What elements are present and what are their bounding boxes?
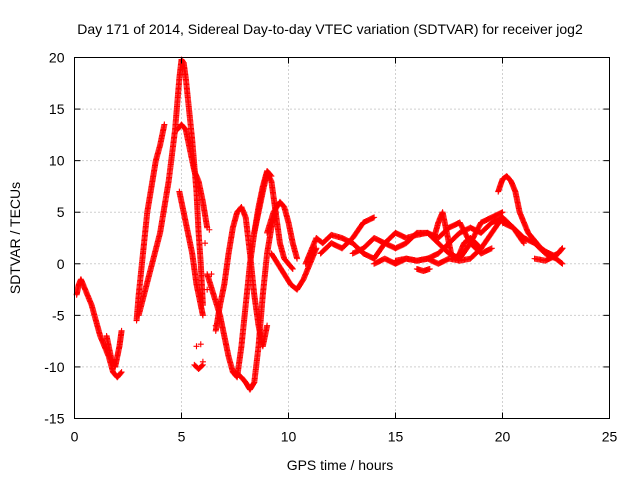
data-point xyxy=(289,265,296,272)
y-tick-label: -10 xyxy=(44,359,64,375)
x-tick-labels: 0 5 10 15 20 25 xyxy=(71,429,618,445)
data-point xyxy=(426,265,433,272)
axis-ticks xyxy=(74,57,610,419)
data-point xyxy=(559,245,566,252)
data-point xyxy=(208,271,215,278)
x-tick-label: 20 xyxy=(495,429,511,445)
y-tick-labels: -15 -10 -5 0 5 10 15 20 xyxy=(44,50,64,427)
data-point xyxy=(161,121,168,128)
data-point xyxy=(499,209,506,216)
data-point xyxy=(294,255,301,262)
y-tick-label: 0 xyxy=(57,256,65,272)
data-point xyxy=(212,322,219,329)
data-point xyxy=(478,245,485,252)
x-tick-label: 0 xyxy=(71,429,79,445)
y-tick-label: -5 xyxy=(52,307,65,323)
data-point xyxy=(199,358,206,365)
data-point xyxy=(558,260,565,267)
data-point xyxy=(558,246,565,253)
x-axis-label: GPS time / hours xyxy=(287,457,394,473)
data-point xyxy=(199,362,206,369)
y-axis-label: SDTVAR / TECUs xyxy=(7,182,23,294)
y-tick-label: 10 xyxy=(49,153,65,169)
y-tick-label: 15 xyxy=(49,101,65,117)
data-point xyxy=(193,343,200,350)
data-point xyxy=(559,260,566,267)
data-point xyxy=(477,244,484,251)
data-point xyxy=(371,214,378,221)
data-point xyxy=(206,226,213,233)
plot-frame xyxy=(74,57,610,419)
data-point xyxy=(117,369,124,376)
x-tick-label: 10 xyxy=(281,429,297,445)
x-tick-label: 5 xyxy=(178,429,186,445)
y-tick-label: 20 xyxy=(49,50,65,66)
x-tick-label: 15 xyxy=(388,429,404,445)
data-point xyxy=(264,322,271,329)
data-point xyxy=(118,327,125,334)
data-point xyxy=(204,286,211,293)
data-points xyxy=(73,56,566,393)
data-point xyxy=(202,240,209,247)
y-tick-label: -15 xyxy=(44,411,64,427)
x-tick-label: 25 xyxy=(602,429,618,445)
y-tick-label: 5 xyxy=(57,204,65,220)
data-point xyxy=(118,369,125,376)
data-point xyxy=(289,265,296,272)
gridlines xyxy=(74,57,610,419)
chart-title: Day 171 of 2014, Sidereal Day-to-day VTE… xyxy=(77,21,583,37)
data-point xyxy=(520,240,527,247)
data-point xyxy=(199,312,206,319)
data-point xyxy=(488,245,495,252)
data-point xyxy=(197,341,204,348)
